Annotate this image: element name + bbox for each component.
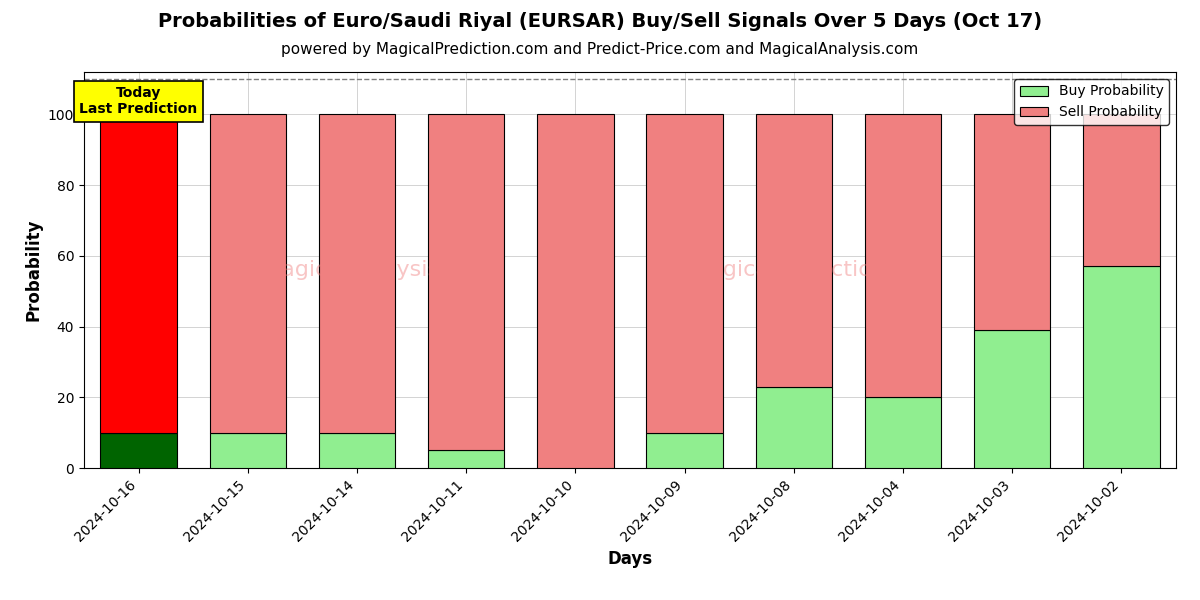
Bar (101, 433, 176, 468)
Bar (647, 433, 722, 468)
Bar (428, 115, 504, 451)
Bar (101, 115, 176, 433)
Text: Probabilities of Euro/Saudi Riyal (EURSAR) Buy/Sell Signals Over 5 Days (Oct 17): Probabilities of Euro/Saudi Riyal (EURSA… (158, 12, 1042, 31)
Text: MagicalAnalysis.com: MagicalAnalysis.com (263, 260, 494, 280)
Bar (210, 115, 286, 433)
Bar (210, 433, 286, 468)
Bar (647, 115, 722, 433)
X-axis label: Days: Days (607, 550, 653, 568)
Bar (428, 451, 504, 468)
Bar (974, 115, 1050, 330)
Bar (1084, 266, 1159, 468)
Bar (319, 115, 395, 433)
Bar (538, 115, 613, 468)
Y-axis label: Probability: Probability (24, 219, 42, 321)
Text: MagicalPrediction.com: MagicalPrediction.com (690, 260, 941, 280)
Legend: Buy Probability, Sell Probability: Buy Probability, Sell Probability (1014, 79, 1169, 125)
Bar (974, 330, 1050, 468)
Bar (865, 397, 941, 468)
Bar (756, 386, 832, 468)
Bar (865, 115, 941, 397)
Text: powered by MagicalPrediction.com and Predict-Price.com and MagicalAnalysis.com: powered by MagicalPrediction.com and Pre… (281, 42, 919, 57)
Text: Today
Last Prediction: Today Last Prediction (79, 86, 198, 116)
Bar (319, 433, 395, 468)
Bar (1084, 115, 1159, 266)
Bar (756, 115, 832, 386)
